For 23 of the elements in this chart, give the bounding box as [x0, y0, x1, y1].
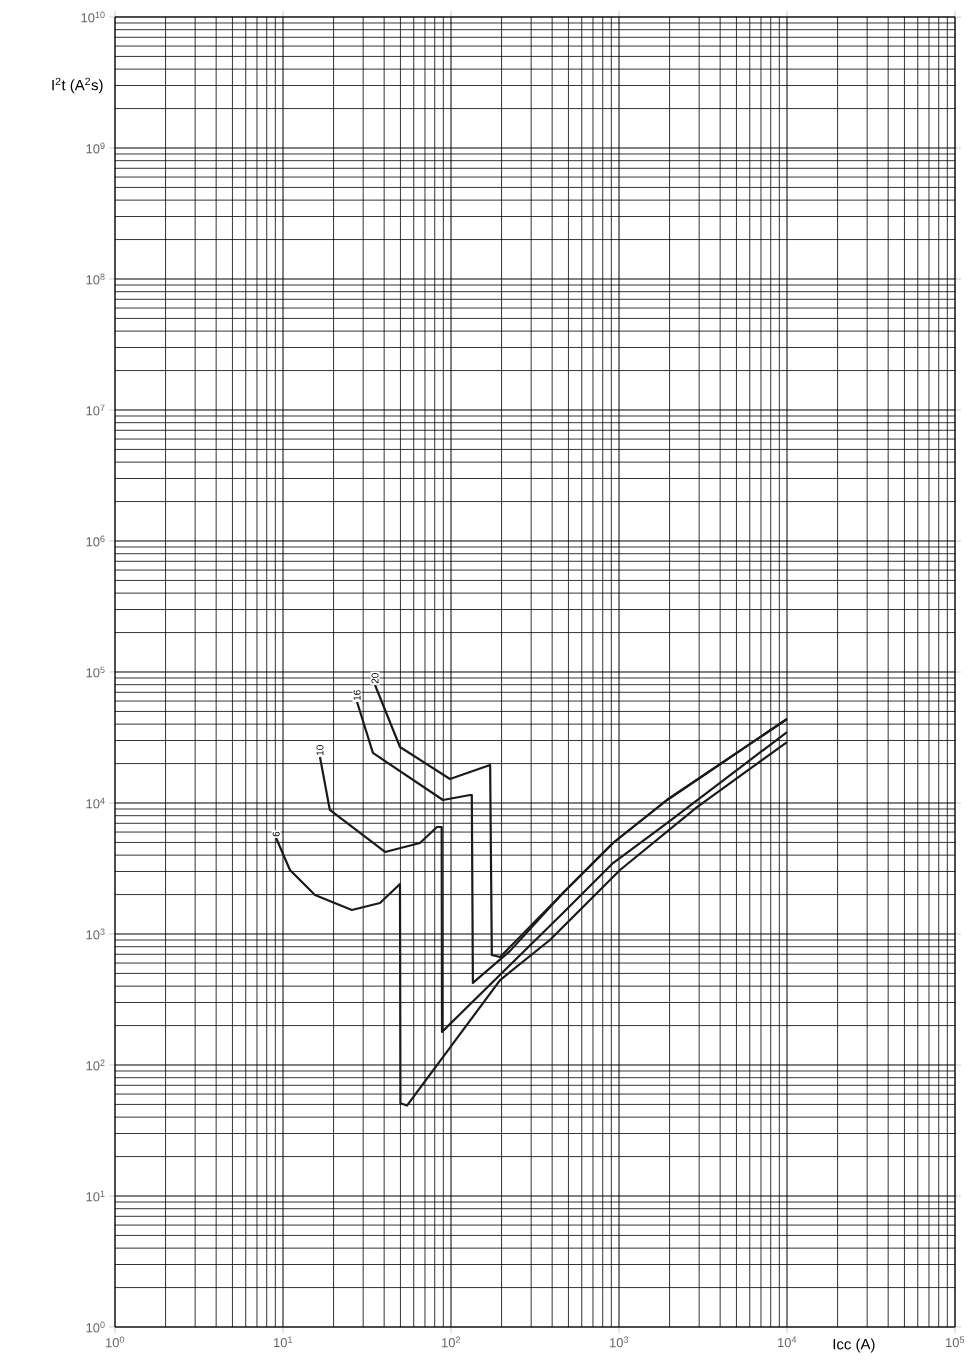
y-tick-label: 10$^{3}$ [86, 928, 105, 940]
y-tick-label: 10$^{4}$ [86, 797, 105, 809]
y-tick-label: 10$^{9}$ [86, 142, 105, 154]
x-tick-label: 10$^{4}$ [778, 1336, 797, 1348]
text: 20 [371, 673, 379, 684]
text: 16 [353, 690, 361, 701]
x-axis-title: Icc (A) [833, 1338, 875, 1353]
y-tick-label: 10$^{7}$ [86, 404, 105, 416]
y-tick-label: 10$^{0}$ [86, 1321, 105, 1333]
y-tick-label: 10$^{2}$ [86, 1059, 105, 1071]
y-tick-label: 10$^{8}$ [86, 273, 105, 285]
y-tick-label: 10$^{1}$ [86, 1190, 105, 1202]
text: 10 [316, 745, 324, 756]
x-tick-label: 10$^{0}$ [106, 1336, 125, 1348]
y-tick-label: 10$^{5}$ [86, 666, 105, 678]
series-label: 6 [272, 831, 280, 837]
x-tick-label: 10$^{2}$ [442, 1336, 461, 1348]
y-axis-title: I$^{2}$t (A$^{2}$s) [52, 77, 103, 94]
y-tick-label: 10$^{6}$ [86, 535, 105, 547]
x-tick-label: 10$^{1}$ [274, 1336, 293, 1348]
x-tick-label: 10$^{5}$ [946, 1336, 965, 1348]
x-tick-label: 10$^{3}$ [610, 1336, 629, 1348]
y-tick-label: 10$^{10}$ [81, 11, 105, 23]
